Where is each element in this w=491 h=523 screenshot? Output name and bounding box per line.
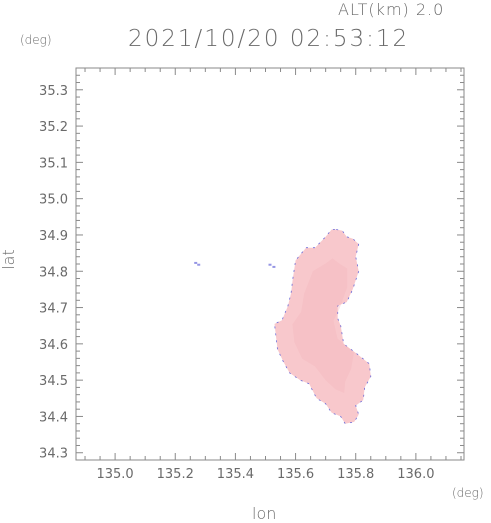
y-tick-label: 34.3 (39, 447, 68, 462)
small-echo (268, 263, 272, 266)
axis-layer: 135.0 135.2 135.4 135.6 135.8 136.0 34.3 34.4 34… (39, 67, 465, 482)
y-tick-label: 35.2 (39, 120, 68, 135)
echo-region (274, 229, 372, 425)
y-tick-label: 34.7 (39, 302, 68, 317)
x-tick-label: 135.8 (337, 467, 374, 482)
small-echo (197, 263, 201, 266)
x-tick-label: 135.6 (277, 467, 314, 482)
x-axis-unit: (deg) (452, 486, 484, 500)
x-tick-label: 135.2 (157, 467, 194, 482)
x-tick-label: 135.4 (217, 467, 254, 482)
y-tick-label: 34.9 (39, 229, 68, 244)
y-tick-label: 34.8 (39, 265, 68, 280)
y-tick-label: 35.3 (39, 84, 68, 99)
small-echo (194, 261, 198, 264)
y-tick-label: 34.4 (39, 410, 68, 425)
x-axis-label: lon (252, 504, 277, 523)
y-tick-label: 34.6 (39, 338, 68, 353)
y-axis-unit: (deg) (20, 33, 52, 47)
y-tick-label: 34.5 (39, 374, 68, 389)
altitude-label: ALT(km) 2.0 (338, 0, 445, 19)
x-tick-label: 136.0 (397, 467, 434, 482)
y-tick-label: 35.1 (39, 156, 68, 171)
y-tick-label: 35.0 (39, 193, 68, 208)
echo-core (292, 258, 354, 393)
x-tick-label: 135.0 (96, 467, 133, 482)
small-echo (272, 265, 276, 268)
echo-layer (194, 229, 372, 425)
timestamp-title: 2021/10/20 02:53:12 (128, 26, 410, 52)
